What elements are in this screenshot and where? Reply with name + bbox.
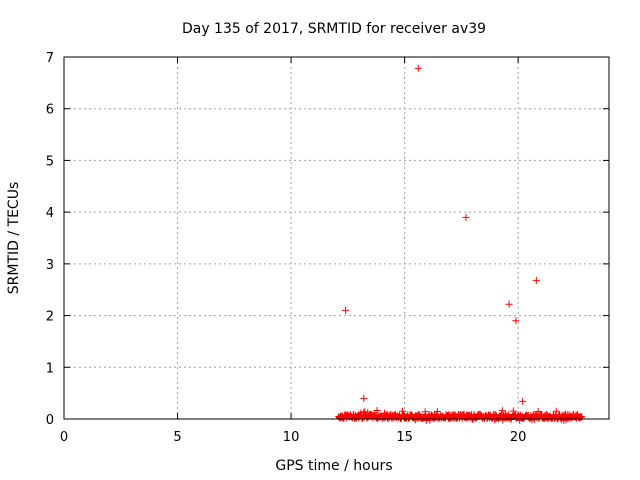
data-point-outlier: [414, 64, 422, 72]
data-point: [509, 407, 517, 415]
x-tick-label: 15: [396, 430, 413, 445]
grid: [64, 57, 609, 419]
x-tick-labels: 0 5 10 15 20: [60, 430, 527, 445]
y-tick-label: 6: [46, 103, 54, 118]
y-tick-labels: 0 1 2 3 4 5 6 7: [46, 51, 54, 428]
x-tick-label: 0: [60, 430, 68, 445]
data-point: [498, 407, 506, 415]
data-point-outlier: [342, 306, 350, 314]
y-tick-label: 5: [46, 154, 54, 169]
y-tick-label: 7: [46, 51, 54, 66]
data-point: [361, 408, 369, 416]
y-axis-label: SRMTID / TECUs: [6, 182, 22, 295]
data-point-outlier: [512, 317, 520, 325]
y-tick-label: 3: [46, 258, 54, 273]
y-tick-label: 1: [46, 361, 54, 376]
data-point: [421, 408, 429, 416]
x-tick-label: 5: [173, 430, 181, 445]
data-point: [433, 408, 441, 416]
x-tick-label: 10: [283, 430, 300, 445]
data-point-outlier: [462, 213, 470, 221]
y-tick-label: 2: [46, 310, 54, 325]
data-points: [335, 64, 586, 425]
data-point-outlier: [519, 397, 527, 405]
y-tick-label: 0: [46, 413, 54, 428]
data-point-outlier: [360, 394, 368, 402]
data-point: [552, 407, 560, 415]
data-point: [534, 407, 542, 415]
data-point: [373, 406, 381, 414]
data-point-outlier: [532, 276, 540, 284]
data-point: [578, 413, 586, 421]
chart-title: Day 135 of 2017, SRMTID for receiver av3…: [182, 21, 486, 37]
data-point: [426, 416, 434, 424]
data-point-outlier: [505, 300, 513, 308]
x-tick-label: 20: [510, 430, 527, 445]
y-tick-label: 4: [46, 206, 54, 221]
plot-frame: [63, 56, 610, 420]
x-axis-label: GPS time / hours: [275, 458, 392, 474]
data-point: [399, 407, 407, 415]
